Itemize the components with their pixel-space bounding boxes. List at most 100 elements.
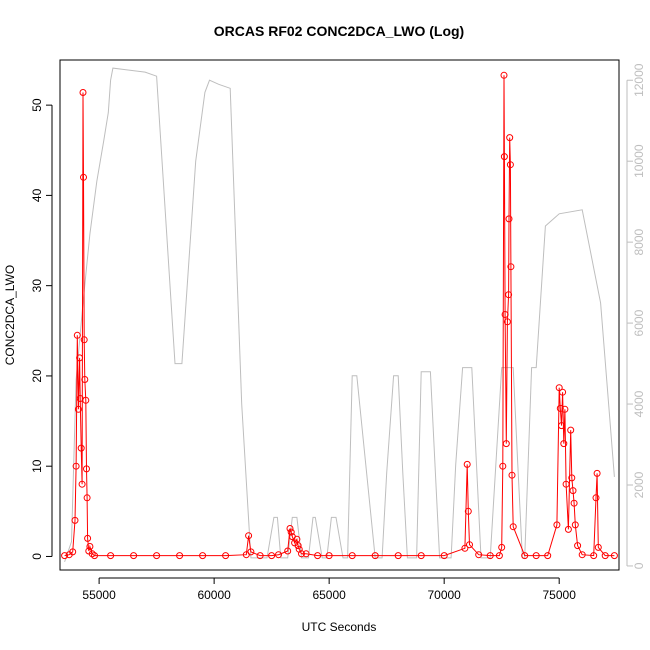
- data-point: [83, 494, 91, 502]
- y2-tick-label: 6000: [632, 309, 646, 336]
- data-point: [532, 552, 540, 560]
- data-point: [555, 384, 563, 392]
- data-point: [521, 552, 529, 560]
- data-point: [83, 465, 90, 473]
- data-point: [561, 405, 569, 413]
- data-point: [153, 552, 161, 560]
- data-point: [268, 552, 276, 560]
- data-point: [500, 71, 508, 79]
- data-point: [594, 543, 602, 551]
- data-point: [71, 516, 79, 524]
- data-point: [325, 552, 333, 560]
- data-point: [302, 550, 310, 558]
- data-point: [371, 552, 379, 560]
- data-point: [199, 552, 207, 560]
- data-point: [500, 153, 508, 161]
- data-point: [556, 404, 564, 412]
- x-tick-label: 60000: [197, 588, 231, 602]
- data-point: [466, 541, 473, 549]
- data-point: [509, 523, 517, 531]
- data-point: [564, 525, 572, 533]
- data-point: [506, 161, 514, 169]
- data-point: [394, 552, 402, 560]
- data-point: [286, 525, 294, 532]
- data-point: [578, 551, 586, 559]
- data-point: [84, 534, 92, 542]
- data-point: [499, 462, 507, 470]
- data-point: [284, 547, 292, 555]
- data-point: [601, 552, 609, 560]
- data-point: [569, 487, 577, 495]
- data-point: [461, 544, 469, 552]
- data-point: [495, 552, 503, 560]
- data-point: [176, 552, 184, 560]
- series-line-right-axis: [64, 67, 615, 563]
- data-point: [440, 552, 448, 560]
- data-point: [79, 89, 87, 96]
- data-point: [571, 521, 579, 529]
- data-point: [72, 462, 80, 470]
- data-point: [592, 494, 600, 502]
- y2-tick-label: 10000: [632, 144, 646, 178]
- data-point: [574, 542, 582, 550]
- data-point: [498, 543, 506, 551]
- x-tick-label: 75000: [543, 588, 577, 602]
- data-point: [80, 173, 87, 181]
- data-point: [502, 440, 510, 448]
- data-point: [348, 552, 356, 560]
- axes-layer: 55000 60000 65000 70000 75000 0 10 20 30 40 50 0 200…: [30, 63, 646, 602]
- data-point: [73, 331, 81, 339]
- y-tick-label: 10: [30, 459, 44, 473]
- data-point: [507, 263, 515, 271]
- data-point: [86, 543, 94, 550]
- data-point: [567, 426, 575, 434]
- data-point: [505, 291, 513, 299]
- data-point: [76, 354, 84, 362]
- data-point: [503, 318, 511, 326]
- y-tick-label: 50: [30, 98, 44, 112]
- data-point: [256, 552, 264, 560]
- data-point: [222, 552, 230, 560]
- data-point: [294, 542, 302, 550]
- y-tick-label: 30: [30, 279, 44, 293]
- data-point: [505, 215, 513, 223]
- data-point: [562, 480, 570, 488]
- data-point: [568, 474, 576, 482]
- data-point: [501, 311, 509, 318]
- data-point: [486, 552, 494, 560]
- data-point: [130, 552, 138, 560]
- data-point: [77, 444, 85, 452]
- y2-tick-label: 4000: [632, 390, 646, 417]
- data-point: [464, 507, 472, 515]
- y2-tick-label: 12000: [632, 63, 646, 97]
- data-point: [508, 471, 516, 479]
- data-point: [78, 480, 86, 488]
- y2-tick-label: 2000: [632, 471, 646, 498]
- data-point: [475, 551, 483, 559]
- data-point: [61, 552, 69, 560]
- plot-frame: [59, 59, 620, 571]
- data-point: [247, 548, 255, 556]
- data-point: [245, 532, 253, 540]
- x-tick-label: 70000: [427, 588, 461, 602]
- y2-tick-label: 0: [632, 562, 646, 569]
- y-tick-label: 40: [30, 188, 44, 202]
- data-point: [107, 552, 115, 560]
- data-point: [293, 535, 301, 543]
- data-point: [275, 551, 282, 559]
- y2-tick-label: 8000: [632, 228, 646, 255]
- data-point: [570, 499, 578, 507]
- data-point: [417, 552, 425, 560]
- data-point: [91, 552, 98, 560]
- y-tick-label: 20: [30, 369, 44, 383]
- chart-title: ORCAS RF02 CONC2DCA_LWO (Log): [214, 23, 464, 39]
- data-point: [82, 396, 90, 404]
- data-point: [88, 550, 96, 558]
- data-point: [506, 134, 514, 142]
- x-tick-label: 55000: [82, 588, 116, 602]
- data-point: [560, 440, 568, 448]
- data-point: [593, 469, 601, 477]
- series-line-left-axis: [64, 75, 615, 557]
